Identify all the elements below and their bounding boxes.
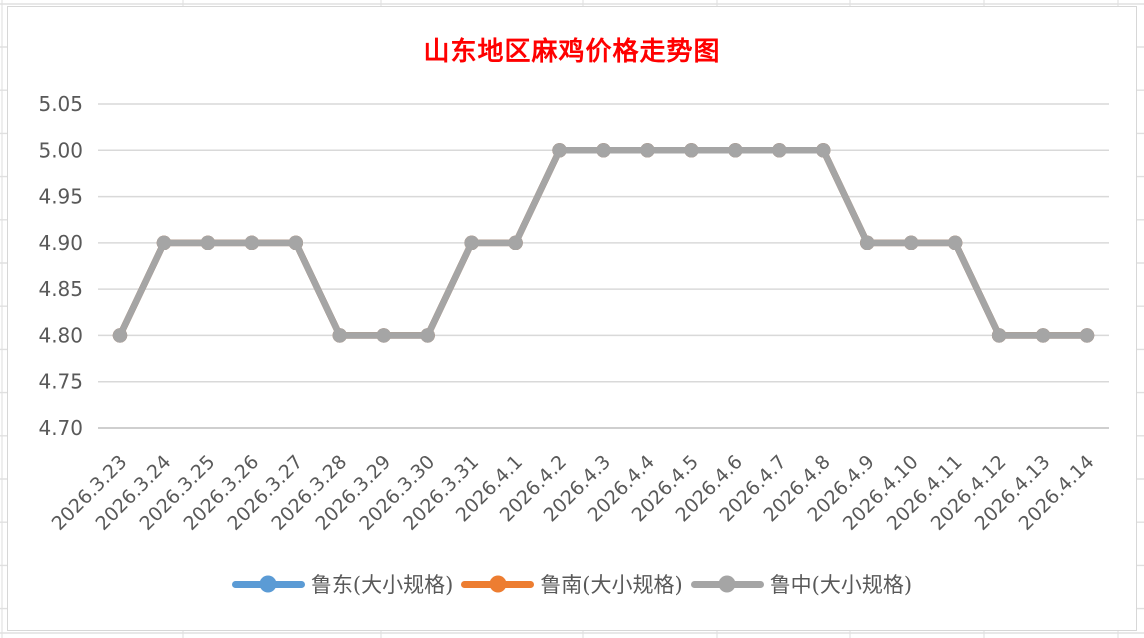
data-point-marker — [376, 328, 391, 343]
data-point-marker — [640, 143, 655, 158]
legend-marker-ludong — [231, 575, 305, 593]
data-point-marker — [1079, 328, 1095, 343]
plot-area: 5.055.004.954.904.854.804.754.702026.3.2… — [38, 92, 1109, 535]
chart-legend: 鲁东(大小规格) 鲁南(大小规格) 鲁中(大小规格) — [8, 569, 1136, 599]
y-axis-tick-label: 4.90 — [38, 231, 83, 255]
data-point-marker — [684, 143, 699, 158]
y-axis-tick-label: 4.85 — [38, 277, 83, 301]
legend-item-luzhong[interactable]: 鲁中(大小规格) — [690, 569, 913, 599]
data-point-marker — [112, 328, 128, 343]
data-point-marker — [552, 143, 567, 158]
legend-marker-lunan — [461, 575, 535, 593]
y-axis-tick-label: 5.00 — [38, 138, 83, 162]
data-point-marker — [903, 235, 919, 251]
data-point-marker — [772, 143, 787, 158]
legend-item-ludong[interactable]: 鲁东(大小规格) — [231, 569, 454, 599]
data-point-marker — [947, 235, 963, 251]
data-point-marker — [200, 235, 216, 251]
data-point-marker — [1035, 328, 1051, 343]
data-point-marker — [860, 235, 875, 251]
data-point-marker — [420, 328, 435, 343]
data-point-marker — [288, 235, 304, 251]
legend-item-lunan[interactable]: 鲁南(大小规格) — [461, 569, 683, 599]
legend-label-luzhong: 鲁中(大小规格) — [769, 573, 913, 597]
y-axis-tick-label: 4.70 — [38, 416, 83, 440]
data-point-marker — [332, 328, 347, 343]
data-point-marker — [508, 235, 523, 251]
data-point-marker — [991, 328, 1007, 343]
chart-title: 山东地区麻鸡价格走势图 — [423, 37, 721, 67]
data-point-marker — [596, 143, 611, 158]
data-point-marker — [244, 235, 260, 251]
data-point-marker — [156, 235, 172, 251]
data-point-marker — [816, 143, 831, 158]
data-point-marker — [464, 235, 479, 251]
y-axis-tick-label: 4.95 — [38, 185, 83, 209]
y-axis-tick-label: 4.75 — [38, 370, 83, 394]
data-point-marker — [728, 143, 743, 158]
chart-object[interactable]: 山东地区麻鸡价格走势图 5.05 5.00 4.95 4.90 4.85 4.80 4.75… — [7, 6, 1137, 631]
legend-label-ludong: 鲁东(大小规格) — [310, 573, 454, 597]
legend-marker-luzhong — [690, 575, 764, 593]
y-axis-tick-label: 5.05 — [38, 92, 83, 116]
legend-label-lunan: 鲁南(大小规格) — [540, 573, 683, 597]
y-axis-tick-label: 4.80 — [38, 323, 83, 347]
